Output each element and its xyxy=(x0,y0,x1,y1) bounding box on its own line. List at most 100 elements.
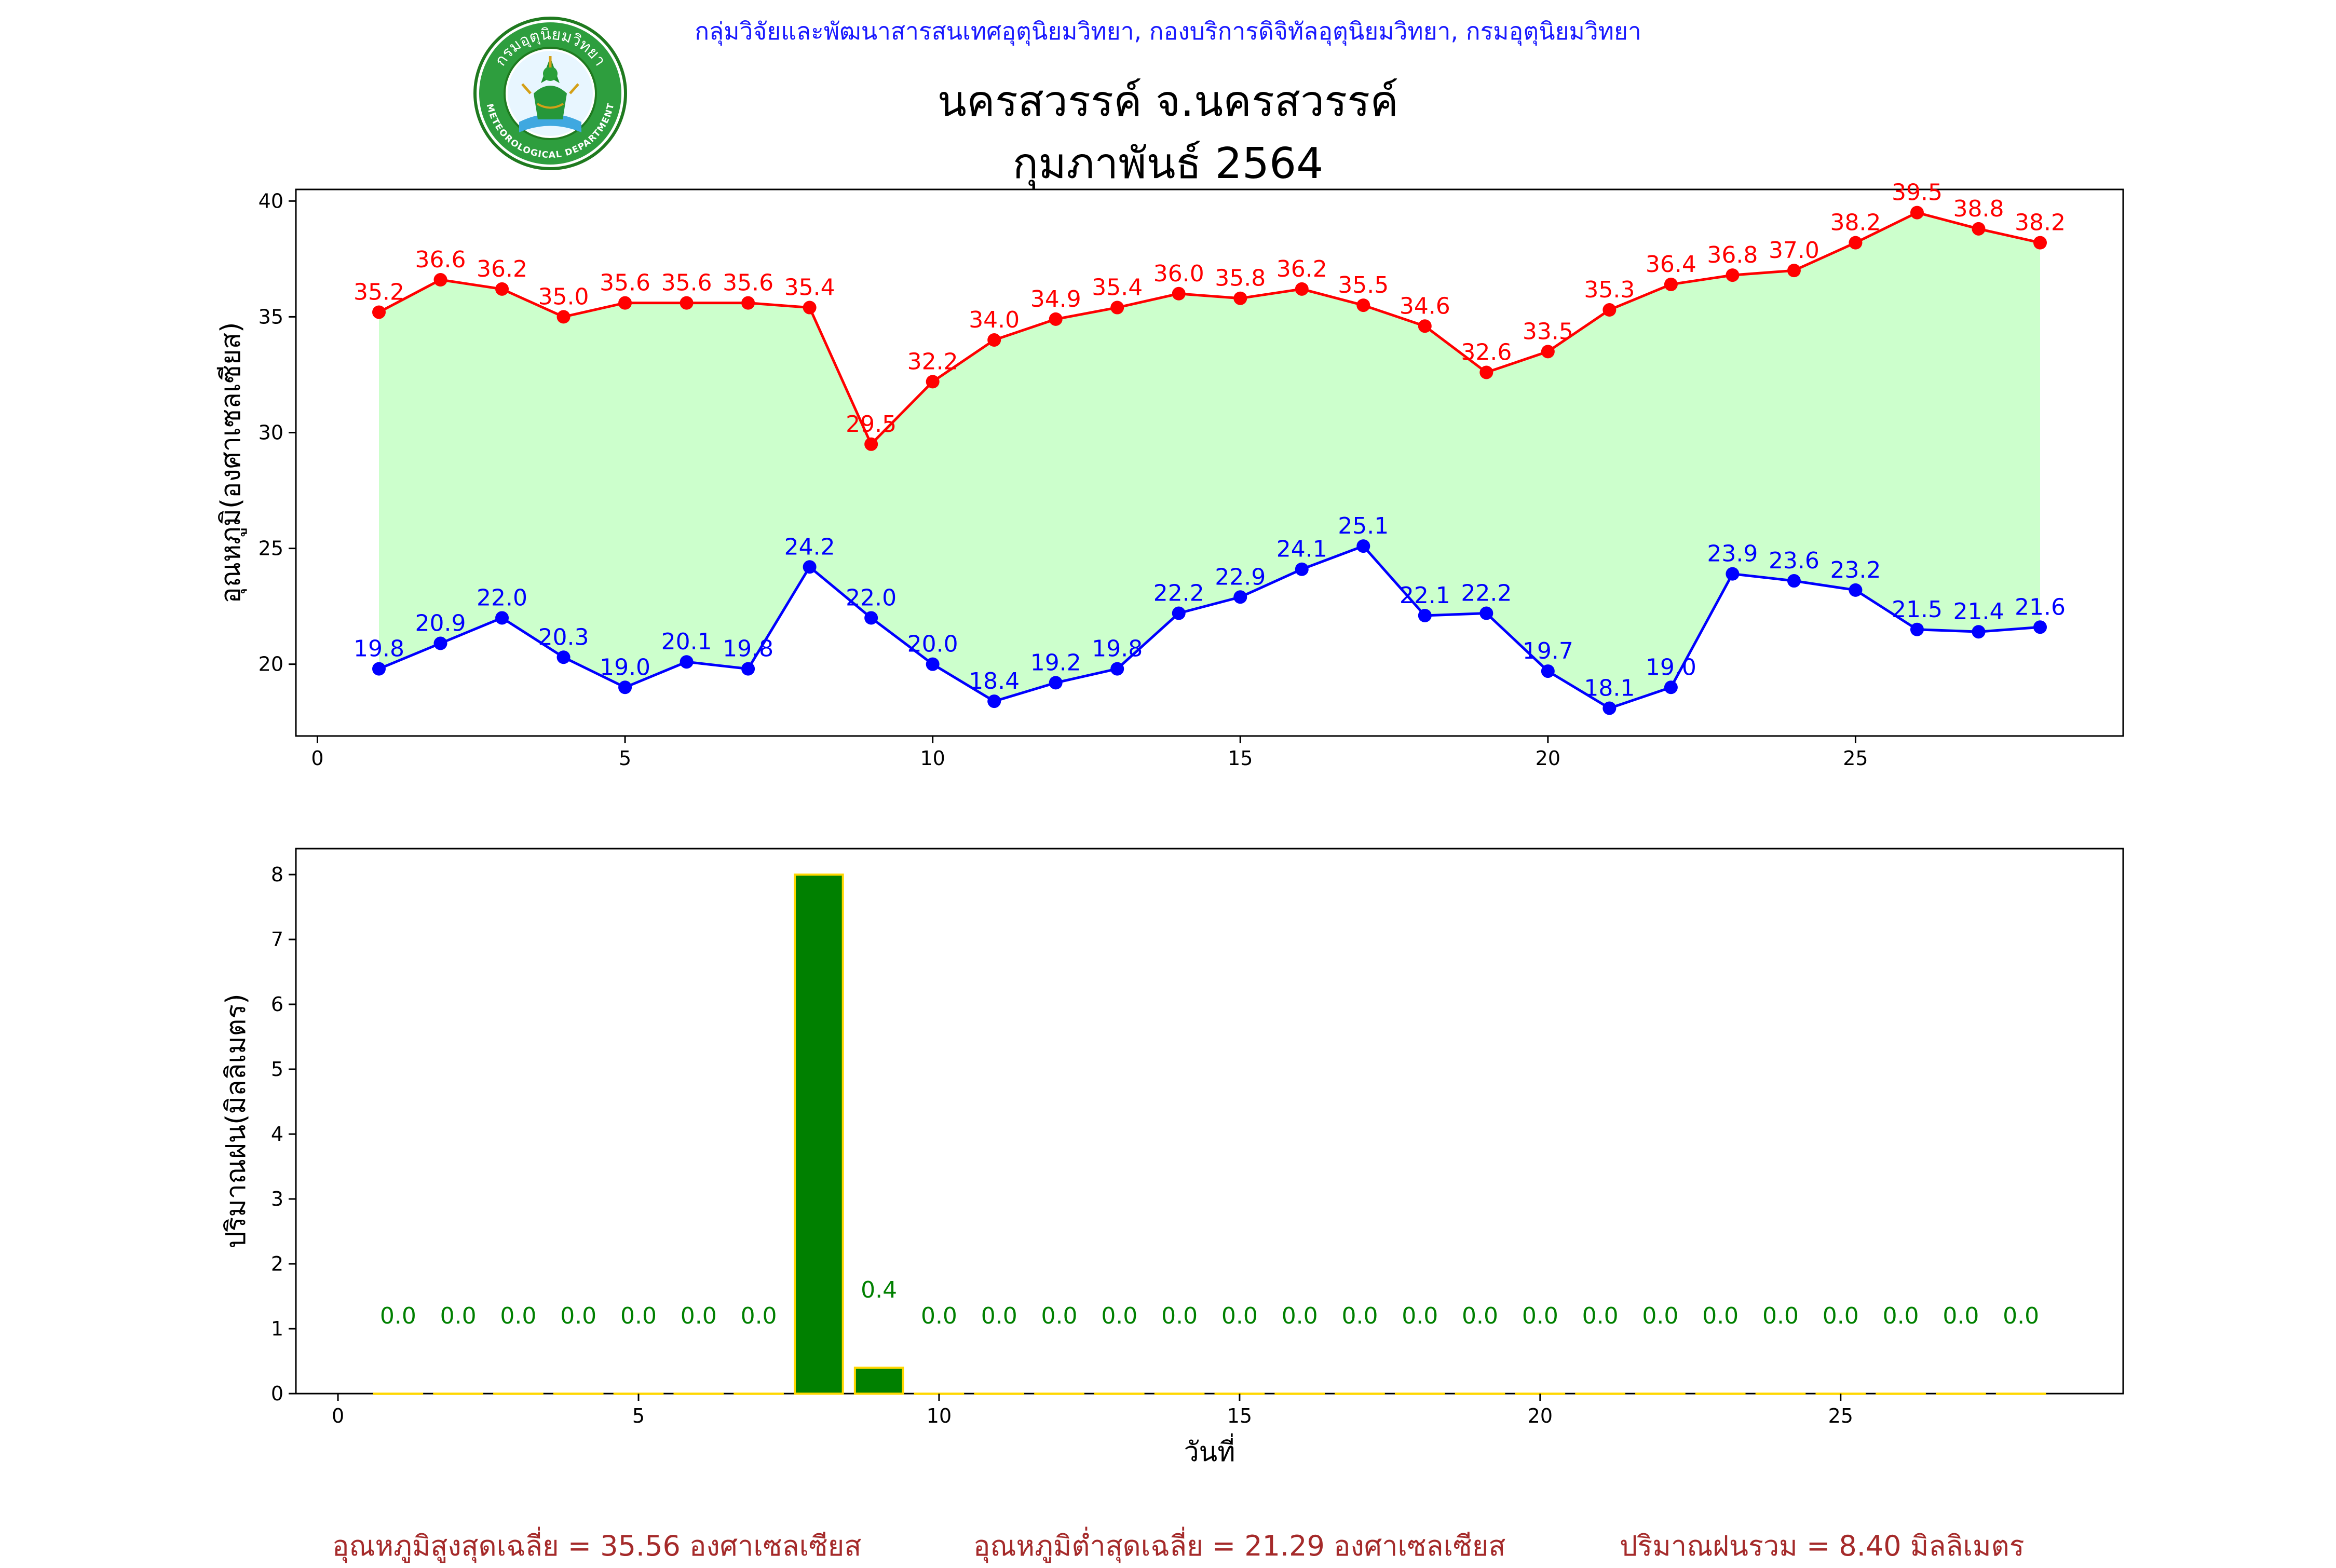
min-temperature-label: 23.9 xyxy=(1707,541,1758,567)
temperature-x-tick-label: 0 xyxy=(311,747,323,770)
min-temperature-point xyxy=(987,694,1001,708)
rainfall-bar-label: 0.0 xyxy=(1041,1303,1078,1329)
max-temperature-label: 35.6 xyxy=(723,270,773,296)
min-temperature-point xyxy=(1602,701,1617,715)
max-temperature-label: 35.0 xyxy=(538,283,589,310)
min-temperature-label: 22.1 xyxy=(1400,582,1450,609)
rainfall-bar-label: 0.0 xyxy=(741,1303,777,1329)
rainfall-bar-label: 0.0 xyxy=(981,1303,1017,1329)
rainfall-bar-label: 0.0 xyxy=(681,1303,717,1329)
rainfall-bar-label: 0.0 xyxy=(1702,1303,1739,1329)
min-temperature-point xyxy=(926,657,940,671)
max-temperature-label: 36.8 xyxy=(1707,242,1758,268)
rainfall-bar-label: 0.0 xyxy=(380,1303,416,1329)
max-temperature-label: 35.5 xyxy=(1338,272,1389,298)
min-temperature-label: 22.0 xyxy=(846,584,897,611)
max-temperature-point xyxy=(864,437,878,451)
min-temperature-point xyxy=(495,611,509,625)
temperature-y-tick-label: 40 xyxy=(259,189,283,212)
rainfall-bar-label: 0.0 xyxy=(1101,1303,1137,1329)
min-temperature-point xyxy=(741,662,755,676)
temperature-y-tick-label: 20 xyxy=(259,653,283,676)
min-temperature-line xyxy=(378,544,2041,710)
department-title: กลุ่มวิจัยและพัฒนาสารสนเทศอุตุนิยมวิทยา,… xyxy=(695,17,1641,45)
min-temperature-point xyxy=(1726,567,1740,581)
rainfall-bar-label: 0.0 xyxy=(1462,1303,1498,1329)
rainfall-bar-label: 0.0 xyxy=(500,1303,536,1329)
max-temperature-label: 35.8 xyxy=(1215,265,1266,292)
max-temperature-point xyxy=(1664,277,1678,291)
max-temperature-point xyxy=(1356,298,1370,312)
max-temperature-label: 38.2 xyxy=(1830,210,1881,236)
rainfall-bar-label: 0.0 xyxy=(1522,1303,1558,1329)
rainfall-x-tick-label: 10 xyxy=(927,1405,952,1427)
min-temperature-label: 24.1 xyxy=(1276,536,1327,563)
max-temperature-label: 38.8 xyxy=(1953,196,2004,222)
rainfall-bar-label: 0.0 xyxy=(1282,1303,1318,1329)
temperature-chart: 0 5 10 15 20 25 20 25 30 35 40 อุณหภูมิ(องศาเซลเซีย… xyxy=(215,180,2124,770)
min-temperature-point xyxy=(1664,680,1678,694)
rainfall-plot-frame xyxy=(295,848,2124,1395)
min-temperature-point xyxy=(372,662,386,676)
max-temperature-point xyxy=(1049,312,1063,326)
max-temperature-label: 37.0 xyxy=(1769,237,1819,264)
min-temperature-point xyxy=(1849,583,1863,597)
rainfall-bar xyxy=(794,874,844,1395)
min-temperature-point xyxy=(1049,676,1063,690)
rainfall-bar-label: 0.0 xyxy=(440,1303,477,1329)
max-temperature-point xyxy=(1726,268,1740,282)
max-temperature-point xyxy=(680,296,694,310)
max-temperature-point xyxy=(556,310,571,324)
rainfall-bar-label: 0.4 xyxy=(861,1277,897,1303)
max-temperature-point xyxy=(372,305,386,319)
min-temperature-point xyxy=(803,560,817,574)
max-temperature-point xyxy=(741,296,755,310)
min-temperature-point xyxy=(1233,590,1247,604)
summary-avg-max: อุณหภูมิสูงสุดเฉลี่ย = 35.56 องศาเซลเซีย… xyxy=(332,1530,862,1562)
temperature-y-tick-label: 25 xyxy=(259,537,283,560)
max-temperature-label: 32.2 xyxy=(907,348,958,375)
min-temperature-point xyxy=(1295,562,1309,576)
min-temperature-label: 22.2 xyxy=(1153,580,1204,607)
max-temperature-point xyxy=(618,296,632,310)
min-temperature-label: 19.2 xyxy=(1030,649,1081,676)
rainfall-y-tick-label: 5 xyxy=(271,1058,283,1081)
temperature-range-area xyxy=(379,212,2040,708)
max-temperature-point xyxy=(433,273,447,287)
max-temperature-label: 38.2 xyxy=(2015,210,2066,236)
max-temperature-point xyxy=(1910,206,1924,220)
max-temperature-point xyxy=(987,333,1001,347)
rainfall-y-tick-label: 7 xyxy=(271,928,283,951)
min-temperature-label: 20.1 xyxy=(661,629,712,655)
max-temperature-point xyxy=(926,375,940,389)
min-temperature-label: 21.5 xyxy=(1892,596,1943,623)
min-temperature-label: 24.2 xyxy=(784,534,835,560)
max-temperature-point xyxy=(1295,282,1309,296)
max-temperature-label: 34.0 xyxy=(969,307,1020,333)
max-temperature-point xyxy=(1849,236,1863,250)
rainfall-bar-label: 0.0 xyxy=(1582,1303,1619,1329)
max-temperature-line xyxy=(378,211,2041,447)
rainfall-y-axis-title: ปริมาณฝน(มิลลิเมตร) xyxy=(221,993,252,1248)
max-temperature-label: 34.9 xyxy=(1030,286,1081,312)
min-temperature-label: 19.0 xyxy=(1646,654,1696,680)
max-temperature-point xyxy=(1479,365,1493,379)
max-temperature-label: 36.6 xyxy=(415,247,466,273)
min-temperature-label: 19.7 xyxy=(1523,638,1573,664)
tmd-logo-icon: กรมอุตุนิยมวิทยา METEOROLOGICAL DEPARTME… xyxy=(473,17,627,170)
max-temperature-label: 35.4 xyxy=(784,275,835,301)
rainfall-bar-label: 0.0 xyxy=(1823,1303,1859,1329)
rainfall-x-tick-label: 0 xyxy=(332,1405,344,1427)
rainfall-bar-label: 0.0 xyxy=(1943,1303,1979,1329)
min-temperature-label: 20.0 xyxy=(907,631,958,658)
max-temperature-label: 36.4 xyxy=(1646,251,1696,278)
rainfall-x-tick-label: 5 xyxy=(632,1405,645,1427)
min-temperature-point xyxy=(2033,620,2047,634)
min-temperature-label: 22.9 xyxy=(1215,564,1266,590)
max-temperature-point xyxy=(1172,287,1186,301)
rainfall-x-axis-title: วันที่ xyxy=(1184,1433,1235,1468)
min-temperature-label: 21.4 xyxy=(1953,598,2004,625)
max-temperature-label: 33.5 xyxy=(1523,318,1573,345)
min-temperature-point xyxy=(1972,625,1986,639)
